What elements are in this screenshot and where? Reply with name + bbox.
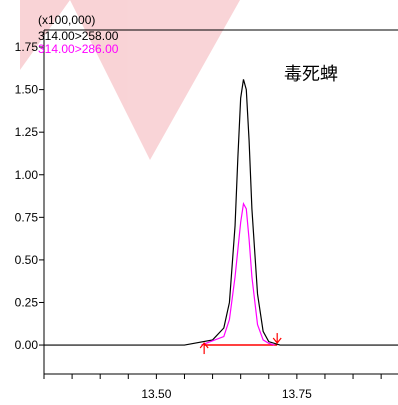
y-ticks: 0.00 0.25 0.50 0.75 1.00 1.25 1.50 1.75 — [15, 40, 44, 352]
legend-series-2: 314.00>286.00 — [38, 42, 119, 56]
y-multiplier-label: (x100,000) — [38, 13, 95, 27]
y-tick-label: 1.50 — [15, 83, 39, 97]
peak-end-marker — [272, 333, 282, 345]
y-tick-label: 0.50 — [15, 253, 39, 267]
y-tick-label: 0.00 — [15, 338, 39, 352]
peak-start-marker — [199, 342, 209, 355]
y-tick-label: 1.75 — [15, 40, 39, 54]
series-line-314-286 — [201, 201, 275, 346]
y-tick-label: 0.75 — [15, 210, 39, 224]
compound-annotation: 毒死蜱 — [284, 64, 338, 85]
series-line-314-258 — [44, 79, 398, 346]
integration-markers — [199, 333, 282, 355]
legend-series-1: 314.00>258.00 — [38, 29, 119, 43]
watermark-logo — [20, 0, 240, 160]
x-tick-label: 13.50 — [141, 387, 171, 401]
x-ticks: 13.50 13.75 — [43, 374, 382, 401]
x-tick-label: 13.75 — [282, 387, 312, 401]
y-tick-label: 1.25 — [15, 125, 39, 139]
y-tick-label: 1.00 — [15, 168, 39, 182]
y-tick-label: 0.25 — [15, 295, 39, 309]
